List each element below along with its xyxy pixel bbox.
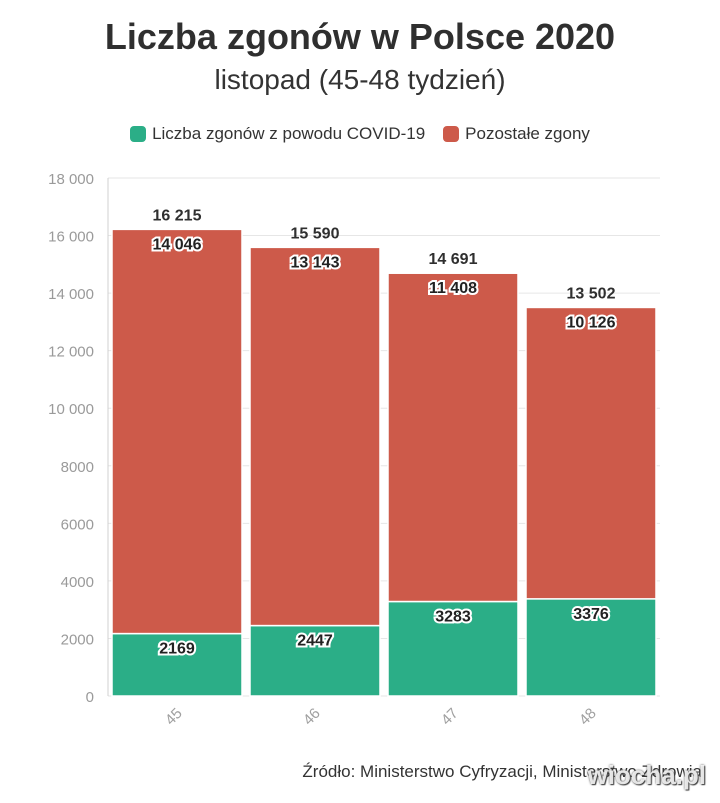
x-tick-label: 47: [438, 705, 462, 729]
bar-segment-other: [111, 228, 243, 635]
data-label-other: 13 143: [291, 254, 340, 271]
data-label-other: 14 046: [153, 236, 202, 253]
y-tick-label: 4000: [61, 574, 94, 591]
legend-item-other[interactable]: Pozostałe zgony: [443, 124, 590, 144]
legend-swatch-other: [443, 126, 460, 142]
source-note: Źródło: Ministerstwo Cyfryzacji, Ministe…: [302, 762, 702, 781]
legend-label-covid: Liczba zgonów z powodu COVID-19: [152, 124, 426, 143]
y-tick-label: 0: [86, 689, 94, 706]
bar-segment-covid: [387, 600, 519, 697]
data-label-covid: 3283: [435, 609, 471, 626]
total-label: 15 590: [291, 225, 340, 242]
x-tick-label: 45: [162, 705, 186, 729]
y-tick-label: 10 000: [48, 401, 94, 418]
data-label-covid: 2447: [297, 633, 333, 650]
legend-item-covid[interactable]: Liczba zgonów z powodu COVID-19: [130, 124, 425, 144]
bar-segment-other: [525, 306, 657, 600]
data-label-covid: 2169: [159, 641, 195, 658]
y-tick-label: 6000: [61, 516, 94, 533]
total-label: 13 502: [567, 285, 616, 302]
y-tick-label: 16 000: [48, 229, 94, 246]
bar-segment-covid: [525, 598, 657, 697]
y-tick-label: 14 000: [48, 286, 94, 303]
x-tick-label: 46: [300, 705, 324, 729]
y-tick-label: 18 000: [48, 171, 94, 188]
bar-segment-other: [249, 246, 381, 627]
legend: Liczba zgonów z powodu COVID-19 Pozostał…: [0, 124, 720, 144]
y-tick-label: 12 000: [48, 344, 94, 361]
y-tick-label: 2000: [61, 631, 94, 648]
watermark: wiocha.pl: [587, 760, 706, 790]
bar-segment-covid: [249, 624, 381, 697]
total-label: 16 215: [153, 207, 202, 224]
legend-label-other: Pozostałe zgony: [465, 124, 590, 143]
data-label-other: 11 408: [429, 280, 477, 297]
data-label-covid: 3376: [573, 606, 609, 623]
total-label: 14 691: [429, 251, 478, 268]
legend-swatch-covid: [130, 126, 147, 142]
bar-segment-other: [387, 272, 519, 603]
chart-subtitle: listopad (45-48 tydzień): [214, 64, 506, 95]
chart-title: Liczba zgonów w Polsce 2020: [104, 16, 616, 57]
y-tick-label: 8000: [61, 459, 94, 476]
data-label-other: 10 126: [567, 314, 616, 331]
x-tick-label: 48: [576, 705, 600, 729]
bar-segment-covid: [111, 632, 243, 697]
